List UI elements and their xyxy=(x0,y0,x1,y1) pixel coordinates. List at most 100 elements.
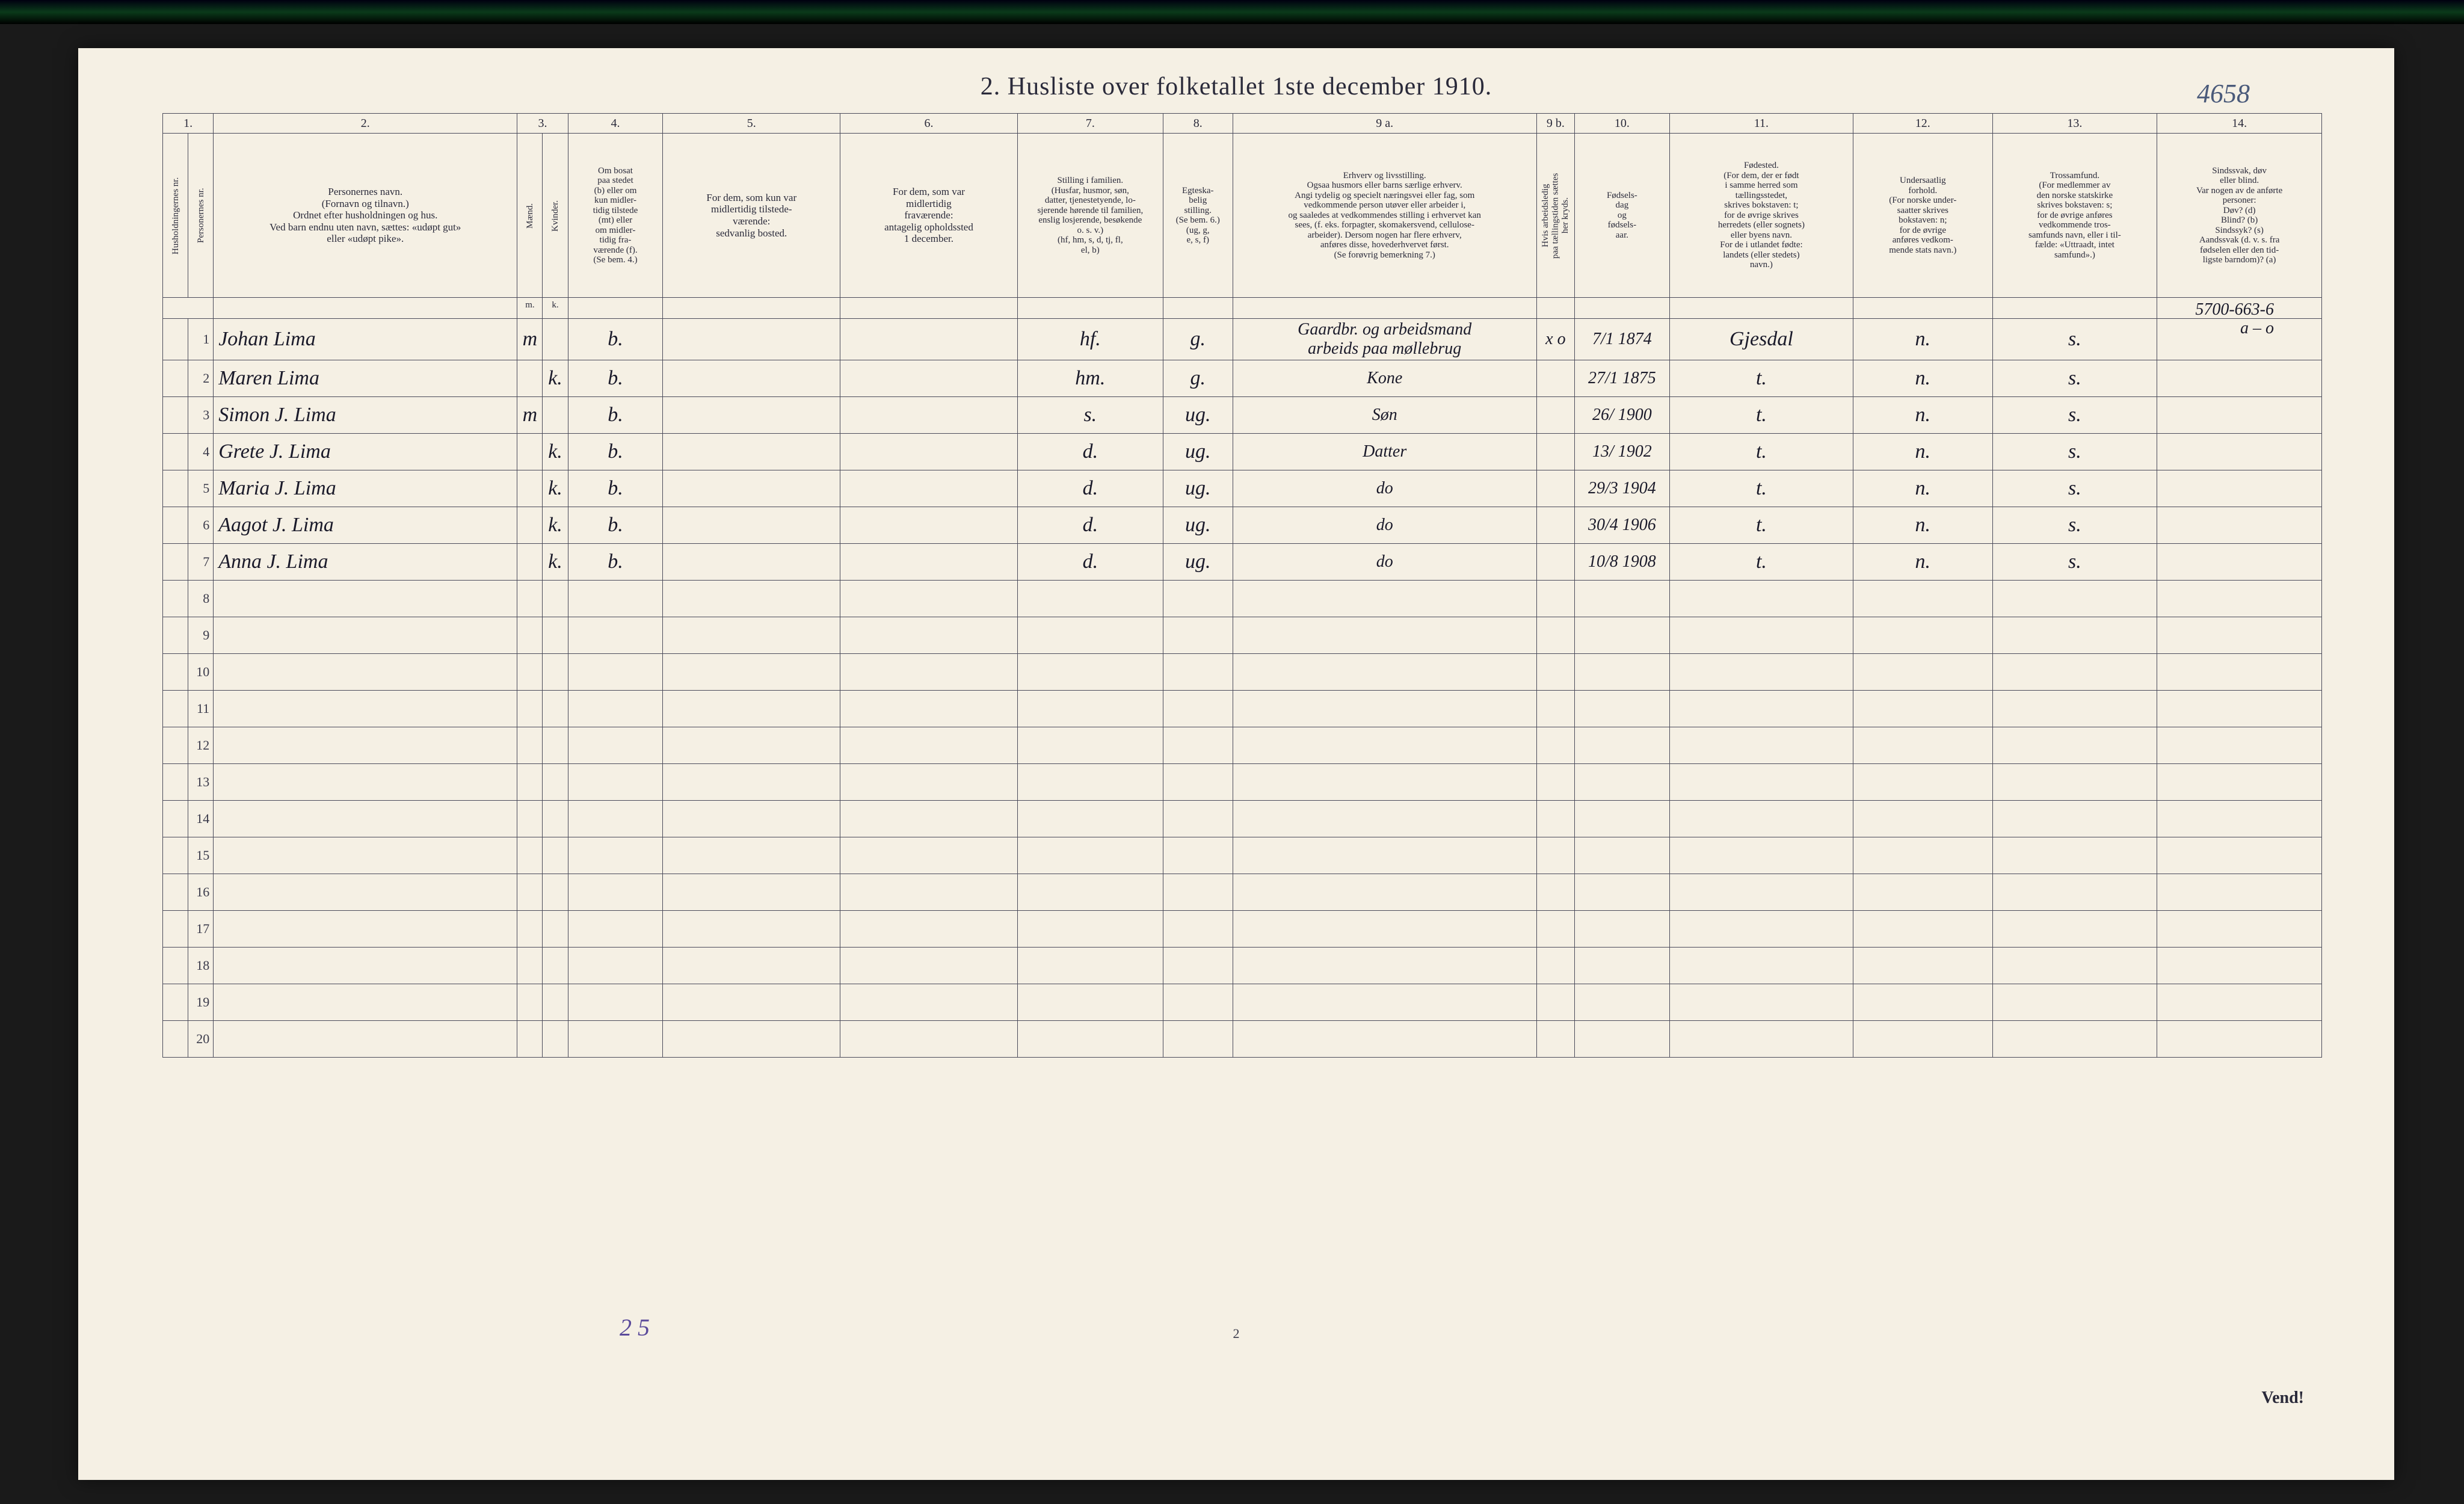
cell-empty xyxy=(1574,948,1669,984)
colnum-2: 2. xyxy=(214,114,517,134)
cell-birthdate: 10/8 1908 xyxy=(1574,544,1669,581)
cell-empty xyxy=(543,911,568,948)
cell-female xyxy=(543,319,568,360)
colnum-5: 5. xyxy=(663,114,840,134)
cell-person-nr: 12 xyxy=(188,727,214,764)
cell-empty xyxy=(2157,984,2322,1021)
cell-empty xyxy=(1536,984,1574,1021)
colnum-8: 8. xyxy=(1163,114,1233,134)
cell-person-nr: 16 xyxy=(188,874,214,911)
hdr-male: Mænd. xyxy=(517,134,543,298)
cell-empty xyxy=(663,581,840,617)
cell-empty xyxy=(1669,764,1853,801)
cell-person-nr: 10 xyxy=(188,654,214,691)
cell-person-nr: 9 xyxy=(188,617,214,654)
cell-empty xyxy=(1853,581,1993,617)
cell-empty xyxy=(1233,764,1536,801)
cell-empty xyxy=(1574,984,1669,1021)
cell-religion: s. xyxy=(1992,544,2157,581)
cell-empty xyxy=(543,984,568,1021)
cell-empty xyxy=(1163,691,1233,727)
subhdr-b5 xyxy=(840,298,1018,319)
cell-nationality: n. xyxy=(1853,544,1993,581)
cell-empty xyxy=(1574,727,1669,764)
cell-household-nr xyxy=(163,470,188,507)
cell-unemployed xyxy=(1536,397,1574,434)
cell-disability xyxy=(2157,544,2322,581)
cell-empty xyxy=(1992,654,2157,691)
colnum-7: 7. xyxy=(1017,114,1163,134)
cell-resident: b. xyxy=(568,434,663,470)
cell-nationality: n. xyxy=(1853,434,1993,470)
cell-disability xyxy=(2157,470,2322,507)
cell-empty xyxy=(1017,1021,1163,1058)
subhdr-m: m. xyxy=(517,298,543,319)
cell-empty xyxy=(663,874,840,911)
cell-religion: s. xyxy=(1992,470,2157,507)
cell-empty xyxy=(1536,691,1574,727)
cell-female: k. xyxy=(543,470,568,507)
cell-empty xyxy=(840,581,1018,617)
colnum-10: 10. xyxy=(1574,114,1669,134)
cell-temp-present xyxy=(663,544,840,581)
cell-empty xyxy=(840,837,1018,874)
table-row-empty: 13 xyxy=(163,764,2322,801)
cell-empty xyxy=(1017,911,1163,948)
colnum-6: 6. xyxy=(840,114,1018,134)
table-row-empty: 12 xyxy=(163,727,2322,764)
hdr-temp-present: For dem, som kun var midlertidig tilsted… xyxy=(663,134,840,298)
cell-religion: s. xyxy=(1992,507,2157,544)
table-row-empty: 9 xyxy=(163,617,2322,654)
cell-empty xyxy=(214,984,517,1021)
cell-empty xyxy=(1536,801,1574,837)
table-row: 4Grete J. Limak.b.d.ug.Datter13/ 1902t.n… xyxy=(163,434,2322,470)
cell-household-nr xyxy=(163,434,188,470)
cell-empty xyxy=(1669,801,1853,837)
cell-empty xyxy=(214,801,517,837)
cell-empty xyxy=(840,727,1018,764)
cell-male xyxy=(517,360,543,397)
cell-empty xyxy=(1017,874,1163,911)
cell-nationality: n. xyxy=(1853,507,1993,544)
cell-empty xyxy=(1574,617,1669,654)
cell-nationality: n. xyxy=(1853,360,1993,397)
table-row-empty: 8 xyxy=(163,581,2322,617)
table-row: 1Johan Limamb.hf.g.Gaardbr. og arbeidsma… xyxy=(163,319,2322,360)
cell-empty xyxy=(1992,911,2157,948)
cell-resident: b. xyxy=(568,470,663,507)
cell-birthplace: t. xyxy=(1669,470,1853,507)
cell-empty xyxy=(1853,837,1993,874)
cell-empty xyxy=(840,654,1018,691)
cell-empty xyxy=(1163,874,1233,911)
cell-disability xyxy=(2157,507,2322,544)
cell-marital: ug. xyxy=(1163,544,1233,581)
cell-empty xyxy=(214,837,517,874)
cell-empty xyxy=(2157,801,2322,837)
cell-family-pos: hm. xyxy=(1017,360,1163,397)
table-row-empty: 18 xyxy=(163,948,2322,984)
cell-empty xyxy=(2157,691,2322,727)
cell-empty xyxy=(1536,654,1574,691)
table-row-empty: 16 xyxy=(163,874,2322,911)
table-row-empty: 14 xyxy=(163,801,2322,837)
cell-empty xyxy=(1574,654,1669,691)
cell-empty xyxy=(1992,727,2157,764)
cell-empty xyxy=(568,617,663,654)
hdr-family-pos: Stilling i familien. (Husfar, husmor, sø… xyxy=(1017,134,1163,298)
subhdr-b9 xyxy=(1536,298,1574,319)
cell-empty xyxy=(1992,837,2157,874)
cell-male: m xyxy=(517,397,543,434)
hdr-unemployed: Hvis arbeidsledig paa tællingstiden sætt… xyxy=(1536,134,1574,298)
cell-empty xyxy=(568,581,663,617)
cell-empty xyxy=(1574,874,1669,911)
page-number: 2 xyxy=(1233,1326,1240,1342)
census-table-wrap: 1. 2. 3. 4. 5. 6. 7. 8. 9 a. 9 b. 10. 11… xyxy=(162,113,2322,1058)
cell-marital: g. xyxy=(1163,360,1233,397)
cell-religion: s. xyxy=(1992,434,2157,470)
colnum-13: 13. xyxy=(1992,114,2157,134)
cell-empty xyxy=(663,984,840,1021)
cell-temp-absent xyxy=(840,507,1018,544)
census-table: 1. 2. 3. 4. 5. 6. 7. 8. 9 a. 9 b. 10. 11… xyxy=(162,113,2322,1058)
cell-person-nr: 8 xyxy=(188,581,214,617)
cell-empty xyxy=(840,691,1018,727)
